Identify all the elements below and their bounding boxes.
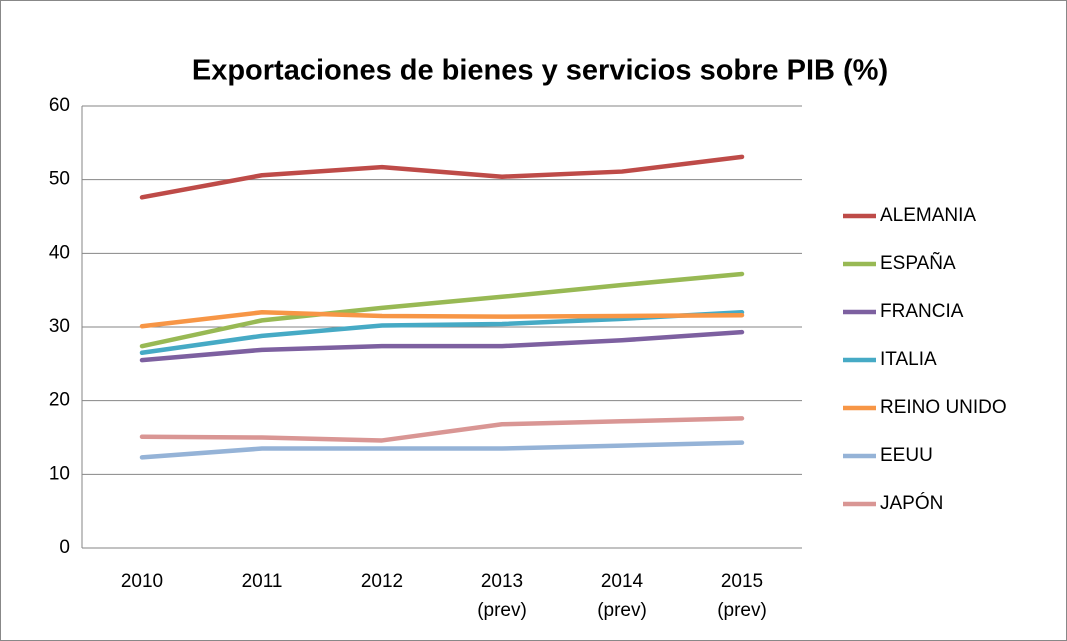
y-tick-label: 50	[49, 169, 70, 190]
series-line	[139, 440, 745, 460]
legend-label: REINO UNIDO	[880, 397, 1007, 418]
x-tick-label: 2013 (prev)	[477, 571, 527, 621]
series-line	[139, 271, 745, 349]
x-tick-label: 2015 (prev)	[717, 571, 767, 621]
legend-label: ITALIA	[880, 349, 937, 370]
y-tick-label: 60	[49, 95, 70, 116]
x-tick-label: 2012	[361, 571, 403, 592]
series-line	[139, 329, 745, 363]
legend-label: ALEMANIA	[880, 205, 976, 226]
y-tick-label: 40	[49, 242, 70, 263]
x-tick-label: 2014 (prev)	[597, 571, 647, 621]
y-tick-label: 20	[49, 390, 70, 411]
chart-title: Exportaciones de bienes y servicios sobr…	[192, 55, 888, 87]
legend-label: ESPAÑA	[880, 252, 956, 274]
series-line	[139, 416, 745, 443]
series-line	[139, 154, 745, 200]
y-tick-label: 0	[59, 537, 70, 558]
x-tick-label: 2010	[121, 571, 163, 592]
series-line	[139, 310, 745, 329]
y-tick-label: 30	[49, 316, 70, 337]
x-tick-label: 2011	[242, 571, 283, 592]
legend-label: JAPÓN	[880, 492, 943, 514]
y-tick-label: 10	[49, 463, 70, 484]
legend-label: FRANCIA	[880, 301, 964, 322]
legend-label: EEUU	[880, 445, 933, 466]
